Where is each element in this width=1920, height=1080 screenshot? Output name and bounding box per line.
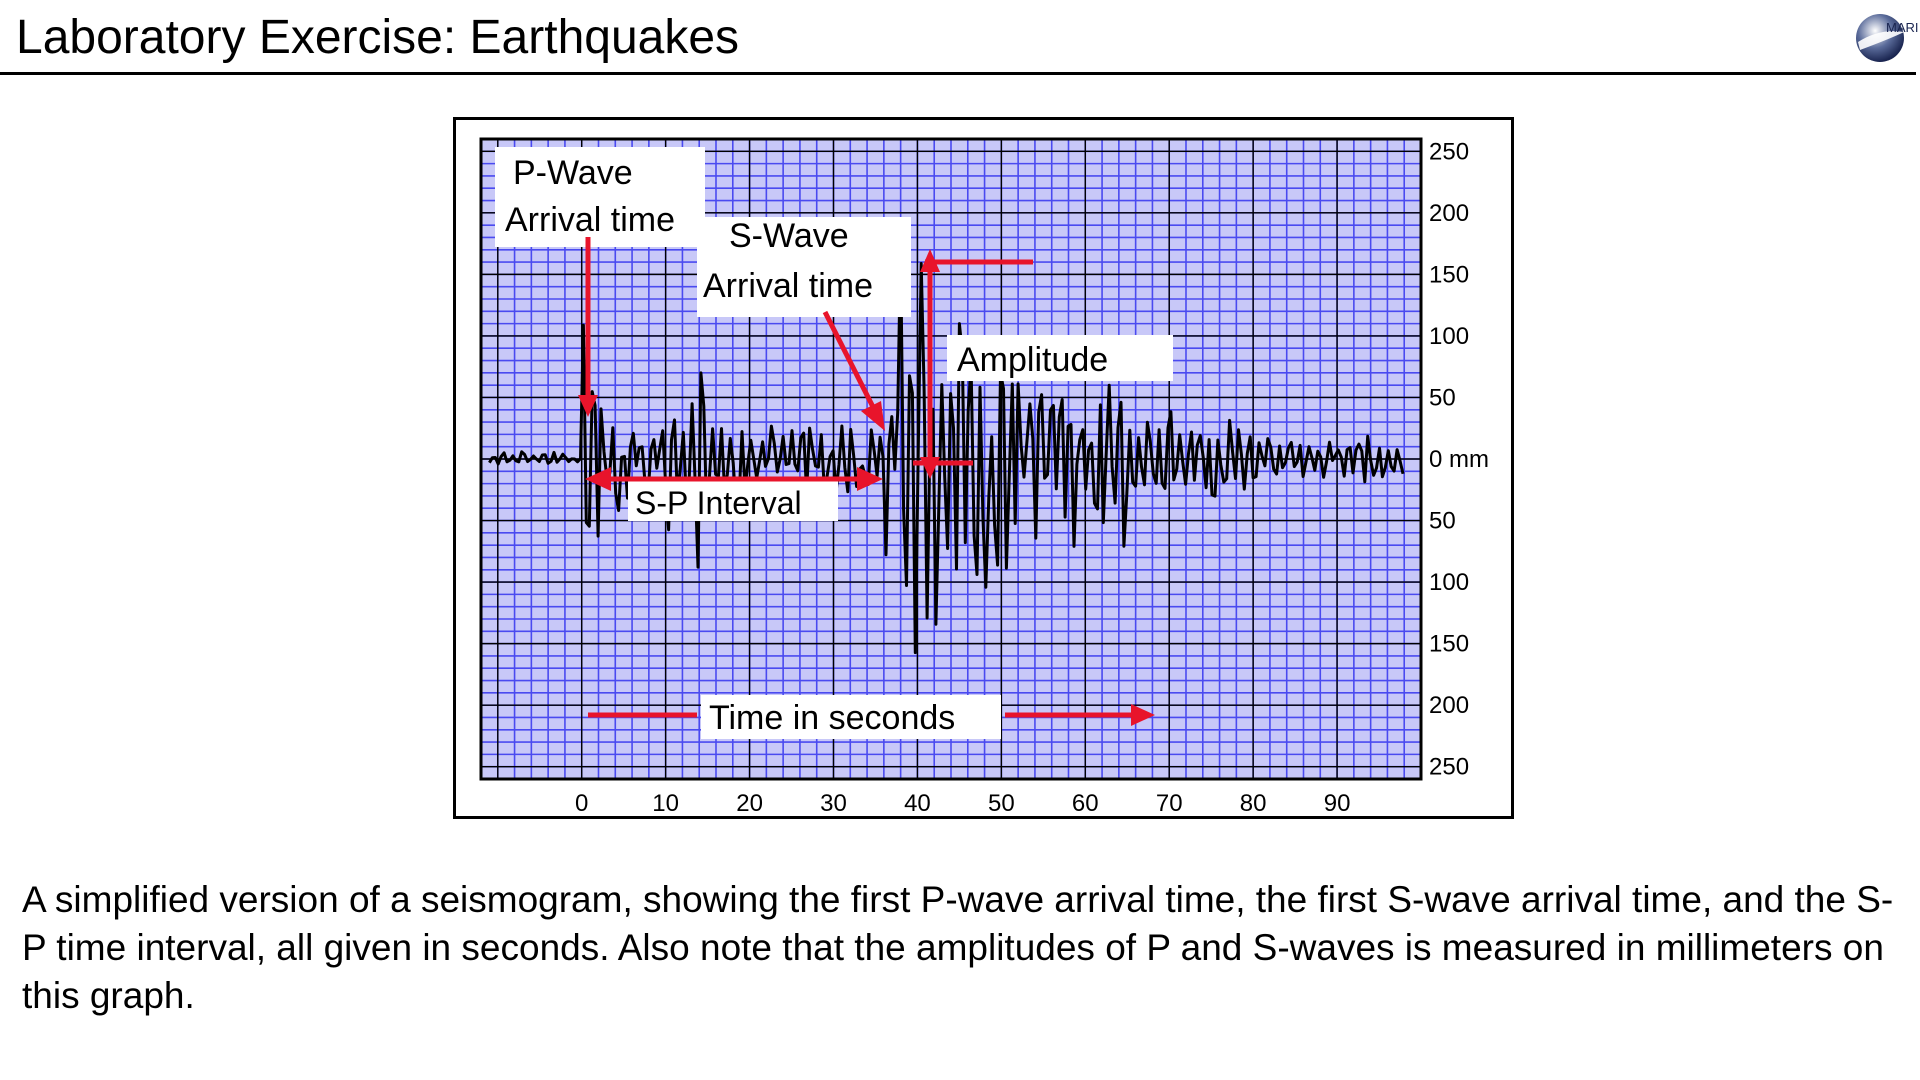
- mari-logo: MARI: [1852, 6, 1918, 66]
- seismic-trace: [488, 245, 1405, 655]
- amplitude-label-box: [947, 335, 1173, 381]
- y-tick-label: 50: [1429, 384, 1456, 411]
- x-tick-label: 50: [988, 790, 1015, 817]
- x-tick-label: 10: [652, 790, 679, 817]
- y-tick-label: 150: [1429, 261, 1469, 288]
- x-tick-label: 60: [1072, 790, 1099, 817]
- x-axis-ticks: 0 10 20 30 40 50 60 70 80 90: [575, 790, 1350, 817]
- mari-logo-icon: MARI: [1856, 14, 1918, 62]
- plot-border: [479, 137, 1423, 781]
- seismogram-chart: 0 10 20 30 40 50 60 70 80 90 250 200 150 100 50 0 mm 50…: [453, 117, 1514, 819]
- y-tick-label: 200: [1429, 200, 1469, 227]
- x-tick-label: 80: [1240, 790, 1267, 817]
- seismogram-figure: 0 10 20 30 40 50 60 70 80 90 250 200 150 100 50 0 mm 50…: [453, 117, 1514, 819]
- y-tick-label: 200: [1429, 692, 1469, 719]
- x-tick-label: 30: [820, 790, 847, 817]
- sp-interval-label: S-P Interval: [635, 485, 802, 521]
- logo-text: MARI: [1886, 20, 1918, 35]
- y-tick-label: 50: [1429, 508, 1456, 535]
- y-axis-ticks: 250 200 150 100 50 0 mm 50 100 150 200 250: [1429, 138, 1489, 780]
- y-tick-label: 100: [1429, 569, 1469, 596]
- s-wave-arrow: [822, 310, 876, 409]
- s-wave-label-line2: Arrival time: [703, 267, 873, 305]
- figure-caption: A simplified version of a seismogram, sh…: [22, 879, 1894, 1016]
- p-wave-label-line1: P-Wave: [513, 154, 633, 192]
- y-tick-label: 250: [1429, 138, 1469, 165]
- x-tick-label: 90: [1324, 790, 1351, 817]
- annotations: P-Wave Arrival time S-Wave Arrival time …: [495, 147, 1173, 739]
- s-wave-label-box: [697, 217, 911, 317]
- title-divider: [0, 72, 1916, 75]
- x-tick-label: 70: [1156, 790, 1183, 817]
- x-tick-label: 0: [575, 790, 588, 817]
- y-tick-label: 100: [1429, 323, 1469, 350]
- y-tick-label: 250: [1429, 754, 1469, 781]
- time-axis-label-box: [701, 695, 1001, 739]
- slide-title: Laboratory Exercise: Earthquakes: [16, 11, 740, 64]
- x-tick-label: 40: [904, 790, 931, 817]
- amplitude-label: Amplitude: [957, 341, 1108, 379]
- time-axis-label: Time in seconds: [709, 699, 955, 737]
- sp-interval-label-box: [628, 479, 838, 521]
- s-wave-label-line1: S-Wave: [729, 217, 849, 255]
- p-wave-label-line2: Arrival time: [505, 201, 675, 239]
- p-wave-label-box: [495, 147, 705, 247]
- y-tick-label: 150: [1429, 631, 1469, 658]
- y-tick-label: 0 mm: [1429, 446, 1489, 473]
- x-tick-label: 20: [736, 790, 763, 817]
